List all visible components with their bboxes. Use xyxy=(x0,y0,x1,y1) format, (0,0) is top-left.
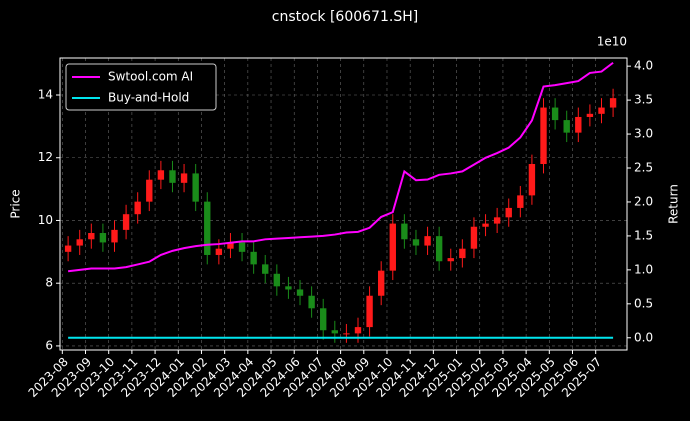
candle-body xyxy=(586,113,594,117)
y-axis-label: Price xyxy=(9,189,23,218)
candle-body xyxy=(377,270,385,296)
candle-body xyxy=(227,242,234,249)
candle-body xyxy=(180,173,188,183)
y-tick-label: 10 xyxy=(38,213,53,227)
candle-body xyxy=(470,226,478,249)
y2-tick-label: 1.0 xyxy=(634,262,653,276)
candle-body xyxy=(401,223,408,240)
candle-body xyxy=(389,223,396,271)
y-tick-label: 8 xyxy=(45,276,53,290)
y2-tick-label: 0.0 xyxy=(634,330,653,344)
candle-body xyxy=(262,264,269,274)
candle-body xyxy=(122,214,130,230)
y2-axis-label: Return xyxy=(667,184,681,224)
candle-body xyxy=(320,308,327,331)
legend-label: Swtool.com AI xyxy=(108,70,193,84)
return-line xyxy=(68,61,614,273)
y2-tick-label: 3.5 xyxy=(634,93,653,107)
candle-body xyxy=(99,233,107,243)
candle-body xyxy=(76,239,83,246)
candle-body xyxy=(111,229,118,243)
candle-body xyxy=(273,273,281,287)
candle-body xyxy=(250,251,257,265)
candle-body xyxy=(331,330,338,334)
candle-body xyxy=(204,201,211,255)
candle-body xyxy=(598,107,605,114)
candle-body xyxy=(296,289,304,296)
candle-body xyxy=(424,236,431,246)
y2-tick-label: 0.5 xyxy=(634,296,653,310)
candle-body xyxy=(169,170,176,183)
y-tick-label: 6 xyxy=(45,338,53,352)
candle-body xyxy=(88,233,95,240)
candle-body xyxy=(64,245,72,252)
candle-body xyxy=(238,242,246,252)
candle-body xyxy=(134,201,141,215)
y-tick-label: 12 xyxy=(38,150,53,164)
y2-tick-label: 2.5 xyxy=(634,161,653,175)
candle-body xyxy=(366,295,373,328)
candle-body xyxy=(215,248,223,255)
candle-body xyxy=(528,164,536,196)
candle-body xyxy=(354,327,362,334)
candle-body xyxy=(192,173,199,202)
candle-body xyxy=(435,236,443,262)
candle-body xyxy=(343,333,350,335)
y2-offset: 1e10 xyxy=(597,35,627,49)
candle-body xyxy=(157,170,165,180)
candle-body xyxy=(540,107,547,165)
candle-body xyxy=(459,248,466,259)
legend-box xyxy=(65,63,217,111)
candle-body xyxy=(551,107,559,121)
candle-body xyxy=(308,295,315,309)
candle-body xyxy=(412,239,420,246)
y2-tick-label: 3.0 xyxy=(634,127,653,141)
candle-body xyxy=(482,223,489,227)
candle-body xyxy=(517,195,524,208)
candle-body xyxy=(447,258,454,262)
candle-body xyxy=(609,98,617,108)
plot-frame xyxy=(59,57,628,351)
candle-body xyxy=(285,286,292,290)
candle-body xyxy=(575,116,582,133)
candle-body xyxy=(563,120,570,133)
y2-tick-label: 4.0 xyxy=(634,59,653,73)
legend-label: Buy-and-Hold xyxy=(108,91,189,105)
y2-tick-label: 1.5 xyxy=(634,228,653,242)
y2-tick-label: 2.0 xyxy=(634,194,653,208)
candle-body xyxy=(493,217,501,224)
candle-body xyxy=(505,207,512,218)
y-tick-label: 14 xyxy=(38,88,53,102)
chart-title: cnstock [600671.SH] xyxy=(272,9,418,25)
candle-body xyxy=(146,179,153,202)
